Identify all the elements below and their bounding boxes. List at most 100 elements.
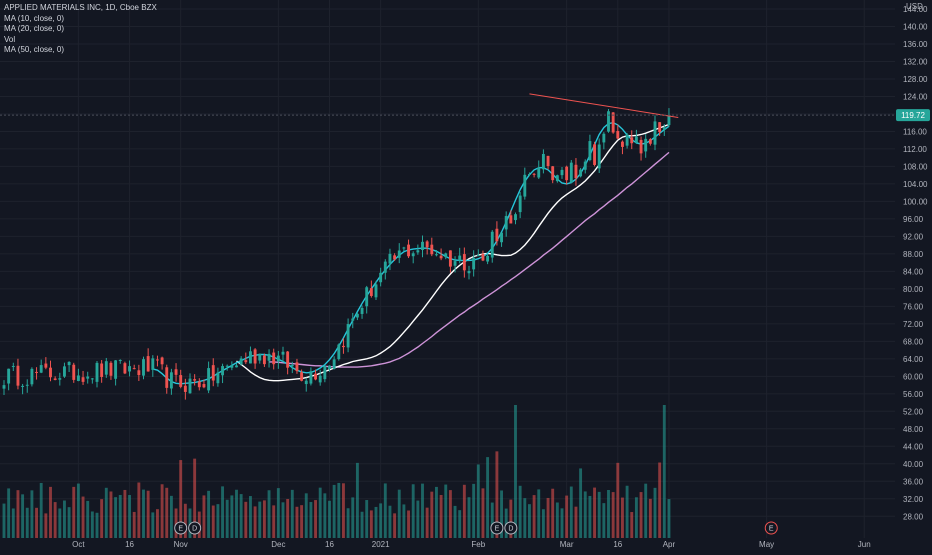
candle-body [639, 139, 643, 154]
volume-bar [602, 503, 606, 538]
price-tick-label: 44.00 [903, 442, 924, 451]
candle-body [337, 344, 341, 360]
volume-bar [137, 482, 141, 538]
candle-body [495, 228, 499, 242]
time-tick-label: Apr [663, 540, 676, 549]
candle-body [397, 250, 401, 258]
event-marker[interactable]: E [764, 521, 778, 535]
volume-bar [495, 451, 499, 538]
time-tick-label: Dec [271, 540, 285, 549]
candle-body [239, 358, 243, 365]
candle-body [30, 368, 34, 385]
volume-bar [202, 495, 206, 538]
price-tick-label: 84.00 [903, 267, 924, 276]
candle-body [76, 375, 80, 381]
price-tick-label: 28.00 [903, 512, 924, 521]
volume-bar [109, 491, 113, 538]
price-tick-label: 80.00 [903, 285, 924, 294]
candle-body [667, 115, 671, 126]
volume-bar [607, 489, 610, 538]
legend-volume[interactable]: Vol [4, 34, 16, 44]
volume-bar [86, 500, 90, 538]
legend-ma10[interactable]: MA (10, close, 0) [4, 13, 65, 23]
legend-ma50[interactable]: MA (50, close, 0) [4, 45, 65, 54]
volume-bar [225, 499, 229, 538]
volume-bar [207, 490, 211, 538]
candle-body [528, 174, 531, 176]
candle-body [258, 353, 262, 361]
candle-body [267, 353, 271, 361]
candle-body [244, 360, 248, 363]
volume-bar [616, 462, 620, 538]
volume-bar [518, 485, 522, 538]
candle-body [281, 351, 285, 355]
candle-body [541, 154, 545, 170]
time-tick-label: Mar [560, 540, 574, 549]
candle-body [151, 358, 155, 370]
candle-body [16, 365, 20, 386]
volume-bar [481, 488, 485, 538]
price-axis[interactable]: 28.00 32.00 36.00 40.00 44.00 48.00 52.00 56.00… [896, 5, 930, 521]
time-tick-label: May [759, 540, 774, 549]
candle-body [351, 318, 355, 321]
candle-body [7, 368, 11, 384]
event-circle [174, 521, 188, 535]
volume-bar [323, 493, 327, 538]
price-tick-label: 68.00 [903, 337, 924, 346]
candle-body [262, 355, 266, 365]
volume-bar [290, 489, 294, 538]
candle-body [272, 352, 276, 365]
price-candles [2, 108, 671, 400]
volume-bar [514, 405, 517, 538]
volume-bar [67, 507, 71, 538]
volume-bar [7, 488, 11, 538]
candle-body [425, 241, 429, 248]
time-tick-label: Jun [858, 540, 871, 549]
candle-body [634, 136, 638, 143]
event-marker[interactable]: D [188, 521, 202, 535]
time-axis[interactable]: Oct 16 Nov Dec 16 2021 Feb Mar 16 Apr May Jun [72, 540, 871, 549]
volume-bar [504, 508, 508, 538]
event-marker[interactable]: E [490, 521, 504, 535]
volume-bar [658, 462, 662, 538]
candle-body [630, 137, 634, 144]
candle-body [193, 379, 197, 381]
event-marker[interactable]: E [174, 521, 188, 535]
volume-bar [123, 489, 127, 538]
volume-bar [151, 512, 155, 538]
volume-bar [30, 490, 34, 538]
candle-body [49, 367, 52, 378]
volume-bar [421, 483, 424, 538]
volume-bar [118, 494, 122, 538]
candle-body [616, 131, 620, 139]
volume-bar [183, 503, 187, 538]
volume-bar [276, 488, 280, 538]
symbol-title[interactable]: APPLIED MATERIALS INC, 1D, Cboe BZX [4, 3, 157, 12]
candle-body [72, 364, 76, 380]
volume-bar [407, 510, 410, 538]
volume-bar [295, 506, 299, 538]
volume-bar [174, 508, 178, 538]
price-tick-label: 76.00 [903, 302, 924, 311]
volume-bar [346, 508, 350, 538]
candle-body [197, 381, 201, 388]
candle-body [583, 161, 587, 170]
price-tick-label: 96.00 [903, 215, 924, 224]
candle-body [518, 195, 522, 213]
event-marker[interactable]: D [504, 521, 518, 535]
candle-body [67, 361, 71, 366]
candle-body [444, 253, 448, 258]
candle-body [355, 313, 359, 318]
volume-bar [653, 487, 657, 538]
volume-bar [393, 513, 397, 538]
volume-bar [416, 500, 420, 538]
volume-bar [588, 495, 592, 538]
candle-body [2, 385, 6, 389]
volume-bar [546, 497, 550, 538]
volume-bar [476, 464, 480, 538]
event-circle [188, 521, 202, 535]
legend-ma20[interactable]: MA (20, close, 0) [4, 24, 65, 33]
